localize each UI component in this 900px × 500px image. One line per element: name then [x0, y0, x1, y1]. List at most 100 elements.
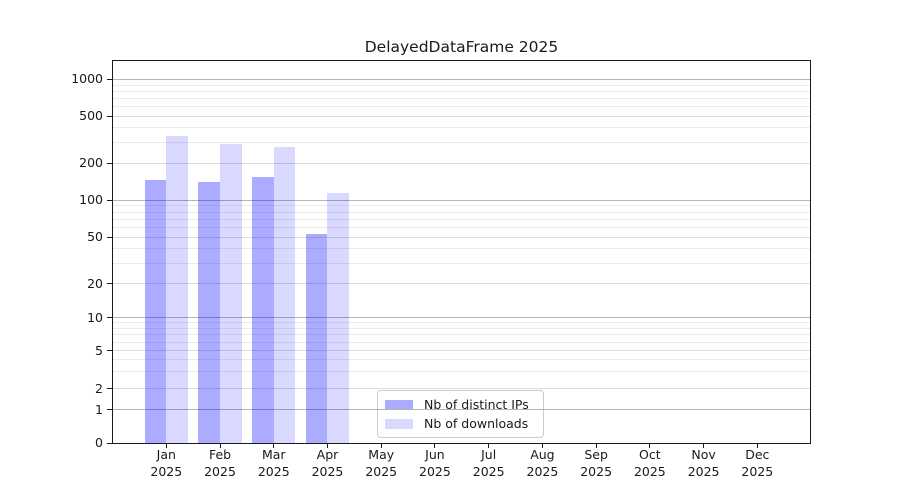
gridline-minor	[113, 247, 810, 249]
gridline-minor	[113, 262, 810, 264]
x-tick-month: Aug	[530, 447, 555, 462]
x-tick-label: Feb 2025	[188, 447, 252, 480]
x-tick-month: Apr	[316, 447, 339, 462]
gridline-labeled-minor	[113, 162, 810, 164]
bar-distinct-ips[interactable]	[144, 179, 167, 443]
x-tick-mark	[326, 444, 328, 448]
bar-distinct-ips[interactable]	[305, 233, 328, 443]
x-tick-label: Apr 2025	[295, 447, 359, 480]
x-tick-year: 2025	[257, 463, 290, 479]
x-tick-label: Nov 2025	[672, 447, 736, 480]
y-tick-label: 20	[87, 275, 103, 291]
gridline-minor	[113, 226, 810, 228]
gridline-major	[113, 409, 810, 411]
x-tick-label: Mar 2025	[242, 447, 306, 480]
x-tick-month: Mar	[261, 447, 286, 462]
plot-area: Nb of distinct IPs Nb of downloads	[112, 60, 811, 444]
x-tick-mark	[541, 444, 543, 448]
x-tick-month: Dec	[745, 447, 770, 462]
x-tick-label: Dec 2025	[725, 447, 789, 480]
bar-distinct-ips[interactable]	[252, 177, 274, 443]
x-tick-year: 2025	[526, 463, 559, 479]
x-tick-month: Jul	[481, 447, 497, 462]
legend-swatch-distinct-ips	[385, 399, 413, 410]
gridline-major	[113, 199, 810, 201]
x-tick-label: Aug 2025	[510, 447, 574, 480]
y-tick-mark	[107, 162, 112, 164]
gridline-minor	[113, 334, 810, 336]
x-tick-label: Sep 2025	[564, 447, 628, 480]
y-tick-label: 5	[95, 342, 103, 358]
gridline-minor	[113, 84, 810, 86]
x-tick-mark	[649, 444, 651, 448]
gridline-major	[113, 317, 810, 319]
gridline-labeled-minor	[113, 283, 810, 285]
y-tick-mark	[107, 388, 112, 390]
y-tick-mark	[107, 442, 112, 444]
y-tick-mark	[107, 317, 112, 319]
x-tick-mark	[273, 444, 275, 448]
x-tick-month: Oct	[639, 447, 661, 462]
gridline-minor	[113, 211, 810, 213]
y-tick-label: 50	[87, 229, 103, 245]
bar-downloads[interactable]	[327, 192, 350, 443]
gridline-minor	[113, 359, 810, 361]
gridline-minor	[113, 97, 810, 99]
gridline-minor	[113, 106, 810, 108]
x-tick-label: Oct 2025	[618, 447, 682, 480]
x-tick-year: 2025	[472, 463, 505, 479]
x-tick-month: Jan	[156, 447, 176, 462]
gridline-minor	[113, 322, 810, 324]
gridline-minor	[113, 341, 810, 343]
x-tick-mark	[756, 444, 758, 448]
x-tick-label: Jun 2025	[403, 447, 467, 480]
bar-downloads[interactable]	[166, 135, 188, 443]
legend-item[interactable]: Nb of distinct IPs	[385, 395, 536, 414]
x-tick-year: 2025	[580, 463, 613, 479]
x-tick-year: 2025	[311, 463, 344, 479]
x-tick-mark	[380, 444, 382, 448]
y-tick-mark	[107, 350, 112, 352]
gridline-minor	[113, 327, 810, 329]
y-tick-label: 1	[95, 401, 103, 417]
y-tick-label: 2	[95, 380, 103, 396]
x-tick-year: 2025	[741, 463, 774, 479]
gridline-minor	[113, 90, 810, 92]
x-tick-mark	[434, 444, 436, 448]
legend: Nb of distinct IPs Nb of downloads	[377, 390, 544, 438]
gridline-minor	[113, 218, 810, 220]
gridline-minor	[113, 205, 810, 207]
x-tick-year: 2025	[150, 463, 183, 479]
legend-swatch-downloads	[385, 418, 413, 429]
x-tick-year: 2025	[204, 463, 236, 479]
gridline-labeled-minor	[113, 236, 810, 238]
legend-item[interactable]: Nb of downloads	[385, 414, 536, 433]
x-tick-month: Sep	[584, 447, 608, 462]
bar-distinct-ips[interactable]	[198, 182, 221, 443]
bar-downloads[interactable]	[273, 147, 296, 443]
x-tick-mark	[703, 444, 705, 448]
y-tick-label: 500	[79, 108, 103, 124]
chart-title: DelayedDataFrame 2025	[364, 38, 559, 56]
x-tick-year: 2025	[365, 463, 398, 479]
x-tick-label: Jan 2025	[134, 447, 198, 480]
legend-label: Nb of distinct IPs	[424, 397, 529, 412]
y-tick-label: 200	[79, 155, 103, 171]
x-tick-month: Feb	[208, 447, 232, 462]
y-tick-mark	[107, 115, 112, 117]
x-tick-year: 2025	[687, 463, 720, 479]
y-tick-mark	[107, 199, 112, 201]
gridline-minor	[113, 371, 810, 373]
legend-label: Nb of downloads	[424, 416, 529, 431]
x-tick-mark	[165, 444, 167, 448]
y-tick-label: 10	[87, 309, 103, 325]
y-tick-label: 0	[95, 435, 103, 450]
gridline-labeled-minor	[113, 388, 810, 390]
bar-downloads[interactable]	[220, 144, 242, 443]
gridline-minor	[113, 141, 810, 143]
x-tick-year: 2025	[419, 463, 451, 479]
x-tick-mark	[219, 444, 221, 448]
x-tick-month: Nov	[691, 447, 716, 462]
gridline-labeled-minor	[113, 350, 810, 352]
